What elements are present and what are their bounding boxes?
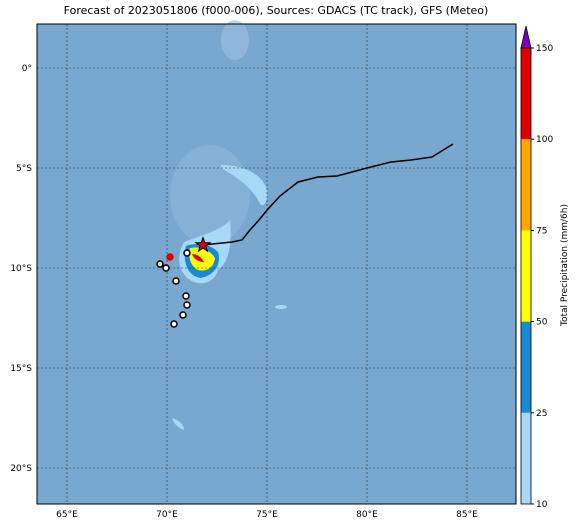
x-tick-label: 65°E — [56, 510, 78, 520]
current-position — [194, 235, 212, 253]
colorbar-frame — [520, 47, 532, 505]
colorbar-segment — [521, 139, 531, 231]
colorbar-tick-label: 25 — [536, 409, 547, 419]
cloud-shade — [170, 145, 250, 245]
map-title: Forecast of 2023051806 (f000-006), Sourc… — [64, 4, 489, 17]
precip-area — [172, 418, 184, 430]
precip-area — [275, 305, 287, 309]
y-tick-label: 5°S — [16, 164, 32, 174]
x-tick-label: 85°E — [456, 510, 478, 520]
storm-symbol — [179, 311, 187, 319]
storm-symbol — [172, 277, 180, 285]
storm-symbol — [182, 292, 190, 300]
grid — [37, 24, 516, 504]
colorbar: 10 25 50 75 100 150 Total Precipitation (mm/6h… — [520, 25, 570, 510]
storm-symbol — [166, 253, 174, 261]
colorbar-segment — [521, 48, 531, 140]
cloud-shade — [221, 20, 249, 60]
colorbar-tick-label: 50 — [536, 318, 548, 328]
storm-symbol — [183, 249, 191, 257]
track-layer — [194, 143, 454, 253]
storm-symbol — [183, 301, 191, 309]
x-tick-label: 80°E — [356, 510, 378, 520]
ocean — [37, 24, 516, 504]
storm-symbol — [170, 320, 178, 328]
y-tick-label: 10°S — [10, 264, 32, 274]
colorbar-segment — [521, 412, 531, 504]
storm-symbols — [156, 249, 191, 328]
colorbar-extension — [520, 25, 532, 49]
precip-area — [221, 165, 268, 206]
y-tick-label: 20°S — [10, 464, 32, 474]
x-tick-label: 75°E — [256, 510, 278, 520]
precip-area — [192, 254, 204, 262]
storm-symbol — [156, 260, 164, 268]
track-line — [202, 143, 454, 246]
storm-symbol — [162, 264, 170, 272]
map-frame — [36, 23, 517, 505]
colorbar-tick-label: 100 — [536, 135, 553, 145]
precipitation — [172, 165, 287, 430]
x-tick-label: 70°E — [156, 510, 178, 520]
colorbar-label: Total Precipitation (mm/6h) — [560, 204, 570, 327]
colorbar-segment — [521, 321, 531, 413]
y-tick-label: 15°S — [10, 364, 32, 374]
y-tick-label: 0° — [22, 64, 32, 74]
precip-area — [189, 247, 215, 271]
colorbar-tick-label: 75 — [536, 226, 547, 236]
colorbar-tick-label: 10 — [536, 500, 548, 510]
colorbar-segment — [521, 230, 531, 322]
colorbar-tick-label: 150 — [536, 44, 553, 54]
